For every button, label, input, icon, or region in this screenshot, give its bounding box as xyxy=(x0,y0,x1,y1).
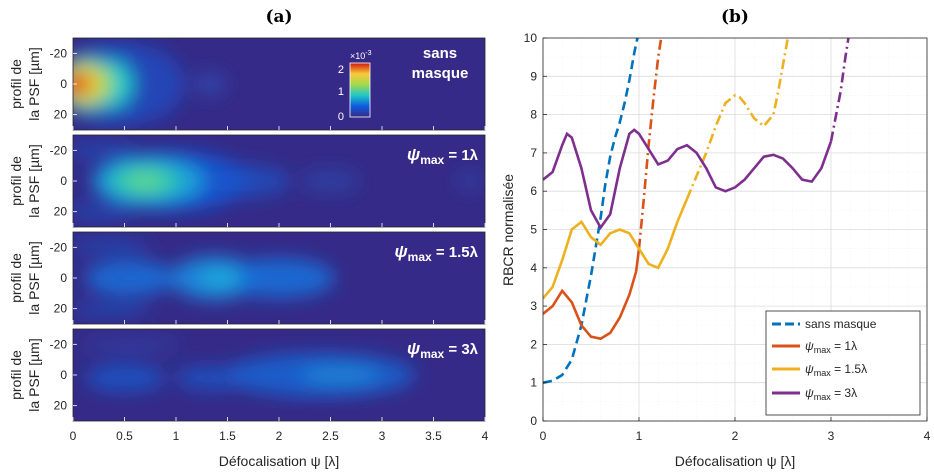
legend: sans masque ψmax = 1λ ψmax = 1.5λ ψmax =… xyxy=(765,310,921,416)
series--max-1-5--solid xyxy=(543,198,689,300)
series-sans-masque xyxy=(543,38,639,384)
legend-label-psimax-1-5: ψmax = 1.5λ xyxy=(805,362,867,378)
legend-label-psimax-3: ψmax = 3λ xyxy=(805,386,857,402)
psf-intensity-map-1 xyxy=(73,42,226,126)
panel-b-ylabel: RBCR normalisée xyxy=(500,174,516,286)
panel-b-title: (b) xyxy=(721,7,749,27)
a-ytick-label: -20 xyxy=(50,240,68,254)
b-ytick-label: 5 xyxy=(530,223,537,237)
subplot-2-label: ψmax = 1λ xyxy=(407,145,479,167)
a-xtick-label: 4 xyxy=(482,429,489,443)
subplot-psimax-1-5: ψmax = 1.5λ xyxy=(72,231,486,325)
b-xtick-label: 4 xyxy=(924,429,931,443)
colorbar-tick-2: 2 xyxy=(338,64,344,76)
series--max-1-5--dashdot xyxy=(685,38,790,200)
series--max-1--solid xyxy=(543,248,641,341)
ylabel-2a: profil de xyxy=(8,156,24,206)
a-xtick-label: 3 xyxy=(379,429,386,443)
colorbar-tick-0: 0 xyxy=(338,111,344,123)
a-xtick-label: 2 xyxy=(276,429,283,443)
a-ytick-label: 20 xyxy=(54,108,68,122)
series-lines xyxy=(543,38,850,384)
colorbar: ×10-3 2 1 0 xyxy=(338,50,372,123)
ylabel-4b: la PSF [µm] xyxy=(26,338,42,411)
ylabel-1a: profil de xyxy=(8,59,24,109)
b-xtick-label: 2 xyxy=(732,429,739,443)
b-xtick-label: 1 xyxy=(636,429,643,443)
colorbar-exponent: ×10-3 xyxy=(350,50,372,61)
ylabel-3a: profil de xyxy=(8,253,24,303)
a-ytick-label: 20 xyxy=(54,205,68,219)
a-xtick-label: 0 xyxy=(70,429,77,443)
ylabel-1b: la PSF [µm] xyxy=(26,47,42,120)
psf-intensity-map-3 xyxy=(73,237,335,319)
b-ytick-label: 2 xyxy=(530,337,537,351)
a-ytick-label: 20 xyxy=(54,399,68,413)
a-ytick-label: 0 xyxy=(60,368,67,382)
subplot-psimax-3: ψmax = 3λ xyxy=(72,328,486,422)
ylabel-3b: la PSF [µm] xyxy=(26,241,42,314)
subplot-sans-masque: sans masque ×10-3 2 1 0 xyxy=(72,37,486,131)
panel-a-ylabels: profil de la PSF [µm] profil de la PSF [… xyxy=(8,47,42,411)
a-xtick-label: 3.5 xyxy=(425,429,442,443)
b-ytick-label: 0 xyxy=(530,414,537,428)
a-xtick-label: 0.5 xyxy=(116,429,133,443)
a-xtick-label: 1 xyxy=(173,429,180,443)
b-ytick-label: 7 xyxy=(530,146,537,160)
legend-box xyxy=(765,310,921,416)
a-ytick-label: -20 xyxy=(50,46,68,60)
a-xtick-label: 2.5 xyxy=(322,429,339,443)
subplot-4-label: ψmax = 3λ xyxy=(407,339,479,361)
colorbar-tick-1: 1 xyxy=(338,86,344,98)
a-ytick-label: 0 xyxy=(60,77,67,91)
panel-a-title: (a) xyxy=(265,7,292,27)
subplot-3-label: ψmax = 1.5λ xyxy=(395,242,479,264)
subplot-1-label-2: masque xyxy=(412,65,469,82)
a-ytick-label: -20 xyxy=(50,337,68,351)
ylabel-2b: la PSF [µm] xyxy=(26,144,42,217)
subplot-psimax-1: ψmax = 1λ xyxy=(72,134,486,228)
panel-a-x-ticks: 0 0.5 1 1.5 2 2.5 3 3.5 4 xyxy=(70,126,489,443)
a-ytick-label: -20 xyxy=(50,143,68,157)
panel-a-y-ticks: -20 0 20 -20 0 20 -20 0 20 -20 0 20 xyxy=(50,46,77,413)
a-ytick-label: 20 xyxy=(54,302,68,316)
b-ytick-label: 6 xyxy=(530,184,537,198)
psf-intensity-map-4 xyxy=(80,337,415,397)
series--max-3--dashdot xyxy=(829,38,850,142)
b-xtick-label: 3 xyxy=(828,429,835,443)
b-ytick-label: 8 xyxy=(530,108,537,122)
a-ytick-label: 0 xyxy=(60,271,67,285)
b-xtick-label: 0 xyxy=(540,429,547,443)
legend-label-psimax-1: ψmax = 1λ xyxy=(805,339,857,355)
subplot-1-label: sans xyxy=(423,45,457,62)
b-ytick-label: 1 xyxy=(530,376,537,390)
series--max-3--solid xyxy=(543,128,833,231)
b-ytick-label: 10 xyxy=(524,31,538,45)
b-ytick-label: 4 xyxy=(530,261,537,275)
psf-intensity-map-2 xyxy=(73,140,484,222)
b-ytick-label: 9 xyxy=(530,69,537,83)
b-ytick-label: 3 xyxy=(530,299,537,313)
legend-label-sans-masque: sans masque xyxy=(805,317,877,331)
panel-a-xlabel: Défocalisation ψ [λ] xyxy=(219,453,339,469)
a-xtick-label: 1.5 xyxy=(219,429,236,443)
a-ytick-label: 0 xyxy=(60,174,67,188)
ylabel-4a: profil de xyxy=(8,350,24,400)
panel-b-ticks: 0 1 2 3 4 0 1 2 3 4 5 6 7 8 9 10 xyxy=(524,31,931,443)
panel-b-xlabel: Défocalisation ψ [λ] xyxy=(675,453,795,469)
